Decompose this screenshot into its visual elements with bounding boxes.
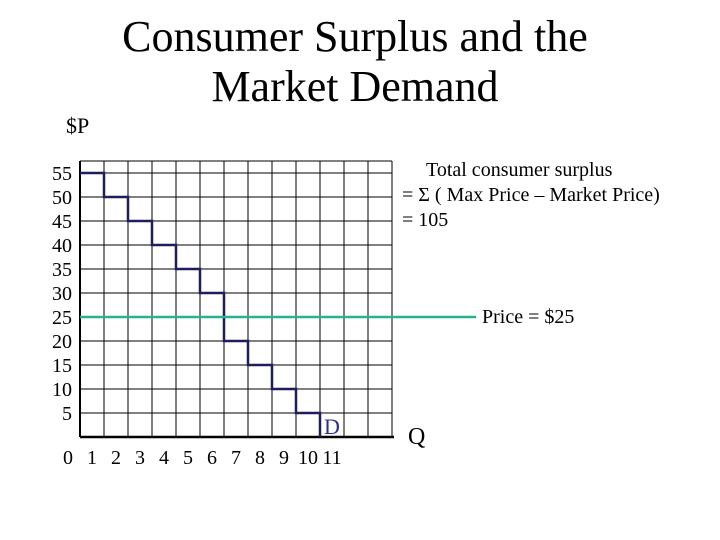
y-tick-label: 10	[52, 379, 72, 401]
x-tick-label: 6	[207, 447, 217, 469]
y-tick-label: 35	[52, 259, 72, 281]
surplus-line-2: = Σ ( Max Price – Market Price)	[402, 184, 660, 206]
price-line-label: Price = $25	[482, 306, 575, 328]
y-tick-label: 55	[52, 163, 72, 185]
x-tick-label: 2	[111, 447, 121, 469]
title-line-1: Consumer Surplus and the	[122, 12, 588, 61]
y-tick-label: 40	[52, 235, 72, 257]
x-axis-label: Q	[408, 424, 426, 450]
x-tick-label: 9	[279, 447, 289, 469]
y-tick-label: 30	[52, 283, 72, 305]
x-tick-label: 1	[87, 447, 97, 469]
demand-step-line	[80, 171, 322, 437]
x-tick-label: 11	[322, 447, 341, 469]
x-tick-label: 4	[159, 447, 169, 469]
x-tick-label: 8	[255, 447, 265, 469]
surplus-line-1: Total consumer surplus	[426, 159, 613, 181]
surplus-line-3: = 105	[402, 209, 449, 231]
title-line-2: Market Demand	[211, 62, 499, 111]
chart-title: Consumer Surplus and the Market Demand	[0, 12, 720, 112]
y-tick-label: 45	[52, 211, 72, 233]
x-tick-label: 10	[298, 447, 318, 469]
y-tick-label: 25	[52, 307, 72, 329]
demand-label: D	[324, 414, 340, 439]
x-tick-label: 0	[63, 447, 73, 469]
x-tick-label: 7	[231, 447, 241, 469]
y-tick-label: 15	[52, 355, 72, 377]
y-tick-label: 20	[52, 331, 72, 353]
y-tick-label: 50	[52, 187, 72, 209]
x-tick-label: 3	[135, 447, 145, 469]
y-tick-label: 5	[62, 403, 72, 425]
y-axis-label: $P	[66, 113, 90, 138]
surplus-annotation: Total consumer surplus = Σ ( Max Price –…	[402, 158, 660, 233]
x-tick-label: 5	[183, 447, 193, 469]
